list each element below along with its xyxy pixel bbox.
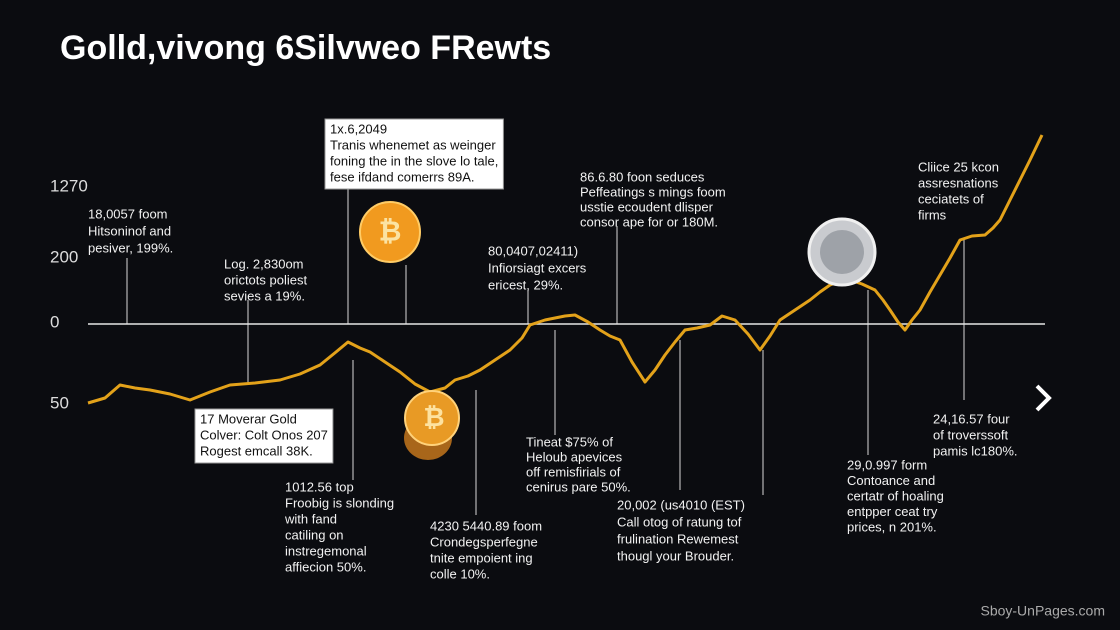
annotation-line: frulination Rewemest [617, 531, 739, 546]
bitcoin-coin: ₿ [359, 201, 421, 263]
annotation: 80,0407,02411) Infiorsiagt excers ericest,… [488, 243, 587, 292]
annotation-line: Crondegsperfegne [430, 534, 538, 549]
annotation: 20,002 (us4010 (EST) Call otog of ratung … [617, 497, 745, 563]
next-arrow[interactable] [1035, 384, 1052, 412]
annotation-line: usstie ecoudent dlisper [580, 199, 714, 214]
coin [404, 390, 460, 446]
annotation-line: Colver: Colt Onos 207 [200, 427, 328, 442]
annotation-line: 20,002 (us4010 (EST) [617, 497, 745, 512]
annotation-line: Rogest emcall 38K. [200, 443, 313, 458]
axis-label: 1270 [50, 176, 88, 195]
annotation-line: cenirus pare 50%. [526, 479, 631, 494]
title: Golld,vivong 6Silvweo FRewts [60, 29, 551, 67]
annotation-line: 1x.6,2049 [330, 121, 387, 136]
coin [359, 201, 421, 263]
annotation: 18,0057 foom Hitsoninof and pesiver, 199%. [88, 206, 173, 255]
axis-label: 50 [50, 393, 69, 412]
annotation-line: pamis lc180%. [933, 443, 1018, 458]
annotation-line: sevies a 19%. [224, 288, 305, 303]
annotation-line: certatr of hoaling [847, 488, 944, 503]
annotation-line: orictots poliest [224, 272, 307, 287]
annotation-line: 29,0.997 form [847, 457, 927, 472]
annotation-line: Log. 2,830om [224, 256, 304, 271]
annotation-line: affiecion 50%. [285, 559, 366, 574]
annotation-line: Peffeatings s mings foom [580, 184, 726, 199]
annotation-line: of troverssoft [933, 427, 1009, 442]
coin-symbol: ₿ [379, 215, 402, 246]
annotation-line: Tineat $75% of [526, 434, 613, 449]
annotation-line: assresnations [918, 175, 999, 190]
annotation-line: 18,0057 foom [88, 206, 168, 221]
annotation-line: fese ifdand comerrs 89A. [330, 169, 475, 184]
annotation-line: ceciatets of [918, 191, 984, 206]
bitcoin-coin: ₿ [404, 390, 460, 460]
trend-line [87, 134, 1044, 405]
annotation-line: 86.6.80 foon seduces [580, 169, 705, 184]
annotation-line: ericest, 29%. [488, 277, 563, 292]
annotation-line: Heloub apevices [526, 449, 623, 464]
silver-coin [807, 217, 877, 287]
coin-symbol: ₿ [423, 402, 444, 432]
annotation-line: Hitsoninof and [88, 223, 171, 238]
annotation-line: 24,16.57 four [933, 411, 1010, 426]
axis-labels: 1270 200 0 50 [50, 176, 88, 412]
annotation-line: consor ape for or 180M. [580, 214, 718, 229]
axis-label: 0 [50, 312, 59, 331]
annotation-box [324, 118, 504, 190]
annotation-line: foning the in the slove lo tale, [330, 153, 498, 168]
annotation-line: Froobig is slonding [285, 495, 394, 510]
annotation-line: Infiorsiagt excers [488, 260, 587, 275]
annotation-line: firms [918, 207, 947, 222]
annotation-line: off remisfirials of [526, 464, 621, 479]
annotation-line: colle 10%. [430, 566, 490, 581]
annotation-line: 4230 5440.89 foom [430, 518, 542, 533]
coin-face [820, 230, 864, 274]
annotation-line: prices, n 201%. [847, 519, 937, 534]
annotation-line: pesiver, 199%. [88, 240, 173, 255]
annotation-line: 17 Moverar Gold [200, 411, 297, 426]
annotation-line: Tranis whenemet as weinger [330, 137, 496, 152]
connectors [126, 185, 965, 515]
annotation-line: Contoance and [847, 473, 935, 488]
annotations: 18,0057 foom Hitsoninof and pesiver, 199%.… [88, 118, 1018, 581]
annotation-line: Call otog of ratung tof [617, 514, 742, 529]
axis-label: 200 [50, 247, 78, 266]
annotation-line: entpper ceat try [847, 504, 938, 519]
annotation-line: instregemonal [285, 543, 367, 558]
annotation-line: catiling on [285, 527, 344, 542]
annotation-line: with fand [284, 511, 337, 526]
annotation-line: 1012.56 top [285, 479, 354, 494]
annotation-line: tnite empoient ing [430, 550, 533, 565]
annotation-line: 80,0407,02411) [488, 243, 578, 258]
watermark: Sboy-UnPages.com [980, 603, 1105, 619]
annotation-line: thougl your Brouder. [617, 548, 734, 563]
annotation-line: Cliice 25 kcon [918, 159, 999, 174]
annotation-box [194, 408, 334, 464]
